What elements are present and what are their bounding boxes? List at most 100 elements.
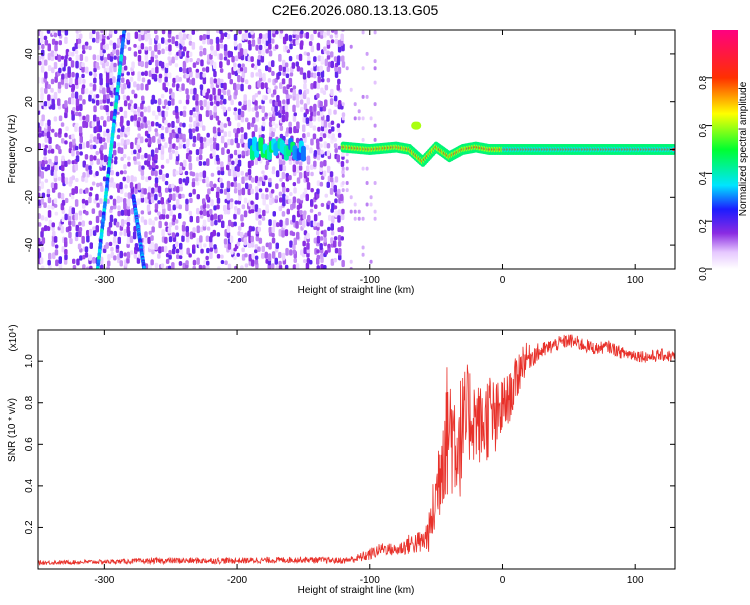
heatmap-noise-cell — [219, 177, 223, 183]
heatmap-noise-cell — [337, 55, 341, 63]
heatmap-noise-cell — [345, 166, 349, 171]
heatmap-noise-cell — [123, 83, 127, 90]
heatmap-noise-cell — [177, 127, 182, 134]
heatmap-noise-cell — [120, 115, 124, 124]
heatmap-noise-cell — [240, 83, 244, 92]
heatmap-noise-cell — [319, 181, 324, 187]
heatmap-noise-cell — [120, 83, 124, 88]
heatmap-noise-cell — [326, 165, 331, 173]
heatmap-noise-cell — [243, 48, 248, 57]
heatmap-noise-cell — [127, 156, 131, 161]
heatmap-noise-cell — [237, 183, 241, 190]
heatmap-noise-cell — [137, 117, 141, 122]
heatmap-noise-cell — [55, 259, 59, 267]
heatmap-noise-cell — [192, 265, 196, 269]
heatmap-noise-cell — [122, 176, 126, 182]
heatmap-noise-cell — [253, 65, 258, 71]
heatmap-noise-cell — [178, 31, 182, 40]
heatmap-noise-cell — [84, 120, 89, 129]
heatmap-noise-cell — [209, 180, 213, 188]
heatmap-noise-cell — [148, 264, 152, 269]
heatmap-noise-cell — [117, 37, 121, 46]
heatmap-noise-cell — [150, 259, 154, 266]
colorbar-tick-label: 0.4 — [698, 171, 709, 185]
heatmap-noise-cell — [130, 175, 134, 183]
heatmap-noise-cell — [160, 145, 165, 151]
heatmap-noise-cell — [251, 252, 255, 259]
heatmap-noise-cell — [209, 247, 214, 252]
heatmap-noise-cell — [221, 220, 225, 229]
heatmap-noise-cell — [47, 149, 52, 154]
heatmap-noise-cell — [63, 58, 68, 67]
heatmap-noise-cell — [61, 138, 65, 144]
heatmap-noise-cell — [219, 188, 224, 194]
heatmap-noise-cell — [136, 120, 141, 128]
heatmap-noise-cell — [316, 180, 321, 187]
heatmap-noise-cell — [199, 100, 203, 106]
heatmap-noise-cell — [189, 132, 193, 140]
heatmap-noise-cell — [337, 240, 342, 247]
heatmap-noise-cell — [213, 110, 217, 119]
heatmap-noise-cell — [220, 32, 224, 40]
heatmap-noise-cell — [174, 150, 179, 157]
heatmap-noise-cell — [117, 128, 121, 133]
heatmap-noise-cell — [302, 253, 306, 258]
heatmap-noise-cell — [78, 94, 83, 101]
heatmap-noise-cell — [103, 154, 108, 163]
heatmap-noise-cell — [75, 224, 79, 232]
heatmap-noise-cell — [99, 73, 103, 81]
heatmap-noise-cell — [292, 214, 296, 223]
heatmap-noise-cell — [267, 32, 272, 40]
heatmap-noise-cell — [199, 210, 203, 216]
heatmap-noise-cell — [64, 197, 69, 204]
heatmap-noise-cell — [188, 79, 193, 85]
heatmap-noise-cell — [103, 120, 107, 128]
heatmap-noise-cell — [236, 142, 240, 149]
heatmap-noise-cell — [285, 139, 289, 145]
heatmap-noise-cell — [215, 191, 220, 199]
heatmap-noise-cell — [313, 30, 317, 35]
heatmap-noise-cell — [145, 83, 149, 91]
heatmap-noise-cell — [47, 52, 52, 61]
heatmap-noise-cell — [185, 73, 189, 79]
heatmap-noise-cell — [167, 56, 171, 61]
heatmap-noise-cell — [250, 235, 254, 243]
heatmap-cluster-cell — [300, 145, 306, 162]
heatmap-noise-cell — [312, 220, 317, 227]
heatmap-noise-cell — [158, 169, 163, 175]
heatmap-noise-cell — [191, 41, 196, 50]
heatmap-noise-cell — [279, 219, 283, 227]
heatmap-noise-cell — [126, 216, 131, 223]
heatmap-noise-cell — [93, 114, 97, 122]
heatmap-noise-cell — [167, 265, 172, 269]
heatmap-noise-cell — [373, 102, 377, 107]
heatmap-noise-cell — [174, 63, 179, 68]
heatmap-noise-cell — [243, 210, 248, 218]
heatmap-noise-cell — [123, 110, 128, 119]
heatmap-noise-cell — [192, 112, 197, 118]
heatmap-noise-cell — [316, 111, 321, 116]
heatmap-noise-cell — [373, 30, 377, 35]
heatmap-noise-cell — [216, 43, 220, 51]
heatmap-noise-cell — [68, 225, 72, 232]
heatmap-noise-cell — [314, 204, 318, 209]
heatmap-noise-cell — [157, 185, 162, 193]
heatmap-noise-cell — [61, 172, 65, 178]
heatmap-noise-cell — [319, 106, 324, 112]
y-tick-label: -20 — [24, 190, 35, 205]
heatmap-noise-cell — [251, 63, 255, 68]
heatmap-noise-cell — [147, 105, 151, 113]
heatmap-noise-cell — [217, 78, 221, 86]
heatmap-noise-cell — [82, 78, 86, 84]
heatmap-noise-cell — [46, 131, 51, 139]
heatmap-noise-cell — [154, 182, 159, 188]
heatmap-noise-cell — [63, 237, 68, 243]
heatmap-noise-cell — [82, 172, 86, 178]
heatmap-noise-cell — [210, 83, 214, 89]
heatmap-noise-cell — [223, 44, 228, 52]
heatmap-noise-cell — [89, 82, 93, 87]
heatmap-noise-cell — [303, 187, 308, 194]
heatmap-noise-cell — [144, 70, 148, 77]
heatmap-noise-cell — [254, 175, 259, 184]
